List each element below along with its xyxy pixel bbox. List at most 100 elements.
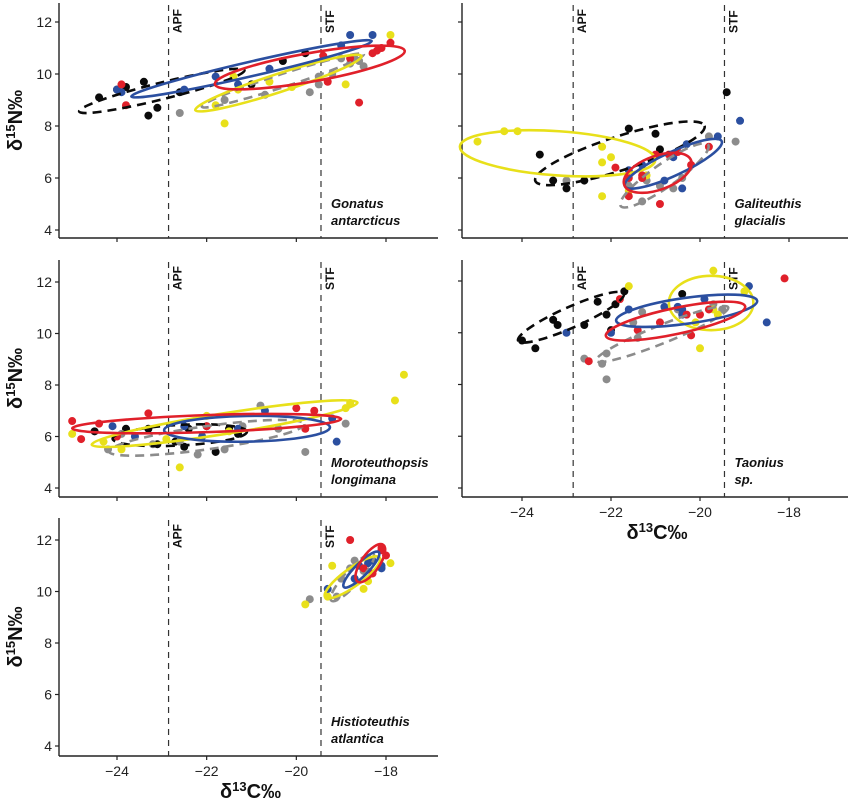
y-axis-title: δ15N‰ <box>3 90 27 151</box>
point-yellow <box>399 370 408 379</box>
point-yellow <box>359 584 368 593</box>
x-tick-label: −22 <box>195 763 219 779</box>
point-yellow <box>598 158 607 167</box>
y-tick-label: 10 <box>36 66 52 82</box>
x-axis-title: δ13C‰ <box>220 779 281 798</box>
point-black <box>211 447 220 456</box>
point-yellow <box>301 600 310 609</box>
point-grey <box>359 62 368 71</box>
point-grey <box>301 447 310 456</box>
point-black <box>624 124 633 133</box>
y-tick-label: 12 <box>36 14 52 30</box>
point-yellow <box>220 119 229 128</box>
point-black <box>553 320 562 329</box>
point-yellow <box>696 344 704 353</box>
panel-2: APF STF Galiteuthis glacialis <box>458 3 848 242</box>
ellipse-grey <box>107 418 306 457</box>
y-axis-title: δ15N‰ <box>3 348 27 409</box>
x-axis-title: δ13C‰ <box>626 520 687 544</box>
panel-3: 4 6 8 10 12 APF STF Moroteuthopsis longimana δ15N… <box>3 260 438 501</box>
point-blue <box>736 116 745 125</box>
front-label-stf: STF <box>726 10 740 33</box>
ellipse-blue <box>342 550 381 589</box>
point-blue <box>108 422 117 431</box>
point-black <box>722 88 731 97</box>
y-tick-label: 4 <box>44 222 52 238</box>
point-black <box>153 103 162 112</box>
ellipse-yellow <box>667 274 755 332</box>
point-blue <box>346 31 355 39</box>
point-grey <box>175 109 184 117</box>
y-tick-label: 8 <box>44 377 52 393</box>
point-yellow <box>328 561 337 570</box>
ellipse-red <box>70 412 343 435</box>
point-black <box>531 344 540 353</box>
x-tick-label: −20 <box>284 763 308 779</box>
point-grey <box>731 137 740 146</box>
ellipse-black <box>533 120 707 187</box>
species-label-line2: longimana <box>331 472 396 487</box>
point-red <box>780 274 789 283</box>
point-black <box>620 287 629 296</box>
point-blue <box>762 318 771 327</box>
point-red <box>68 417 77 426</box>
ellipse-red <box>213 44 407 91</box>
point-red <box>77 435 86 444</box>
ellipse-blue <box>130 38 373 99</box>
y-tick-label: 6 <box>44 429 52 445</box>
point-yellow <box>386 559 395 568</box>
point-red <box>310 406 319 415</box>
species-label-line1: Moroteuthopsis <box>331 455 429 470</box>
front-label-apf: APF <box>171 9 185 33</box>
panel-5: 4 6 8 10 12 −24 −22 −20 −18 APF STF Histioteuthis at… <box>3 518 438 798</box>
front-label-stf: STF <box>323 267 337 290</box>
point-yellow <box>473 137 482 146</box>
y-tick-label: 6 <box>44 170 52 186</box>
point-red <box>117 80 126 89</box>
point-yellow <box>607 153 615 162</box>
point-red <box>655 318 664 327</box>
point-red <box>292 404 301 413</box>
point-yellow <box>709 266 718 275</box>
point-red <box>655 200 664 208</box>
point-blue <box>368 31 377 39</box>
ellipse-yellow <box>193 53 363 113</box>
species-label-line2: antarcticus <box>331 213 400 228</box>
point-grey <box>314 80 323 89</box>
ellipse-grey <box>200 52 366 109</box>
front-label-stf: STF <box>323 10 337 33</box>
y-tick-label: 4 <box>44 738 52 754</box>
x-tick-label: −18 <box>374 763 398 779</box>
point-black <box>655 145 664 154</box>
ellipse-red <box>354 542 387 584</box>
point-grey <box>638 308 647 317</box>
ellipse-red <box>604 300 747 342</box>
point-yellow <box>68 429 77 438</box>
point-black <box>535 150 544 159</box>
species-label-line1: Histioteuthis <box>331 714 410 729</box>
ellipse-black <box>516 290 626 344</box>
point-red <box>611 163 620 172</box>
front-label-apf: APF <box>575 266 589 290</box>
x-tick-label: −22 <box>599 504 623 520</box>
species-label-line2: glacialis <box>733 213 785 228</box>
y-tick-label: 12 <box>36 274 52 290</box>
point-black <box>562 184 571 193</box>
panel-1: 4 6 8 10 12 APF STF Gonatus antarcticus δ15N‰ <box>3 3 438 242</box>
ellipse-grey <box>618 142 710 209</box>
x-tick-label: −24 <box>105 763 129 779</box>
point-black <box>602 310 611 319</box>
front-label-apf: APF <box>171 266 185 290</box>
point-grey <box>193 450 202 459</box>
point-black <box>593 297 602 306</box>
point-grey <box>602 375 611 384</box>
y-tick-label: 10 <box>36 326 52 342</box>
x-tick-label: −24 <box>510 504 534 520</box>
y-tick-label: 8 <box>44 118 52 134</box>
point-grey <box>305 88 314 97</box>
species-label-line1: Taonius <box>734 455 783 470</box>
species-label-line1: Galiteuthis <box>734 196 801 211</box>
x-tick-label: −20 <box>688 504 712 520</box>
